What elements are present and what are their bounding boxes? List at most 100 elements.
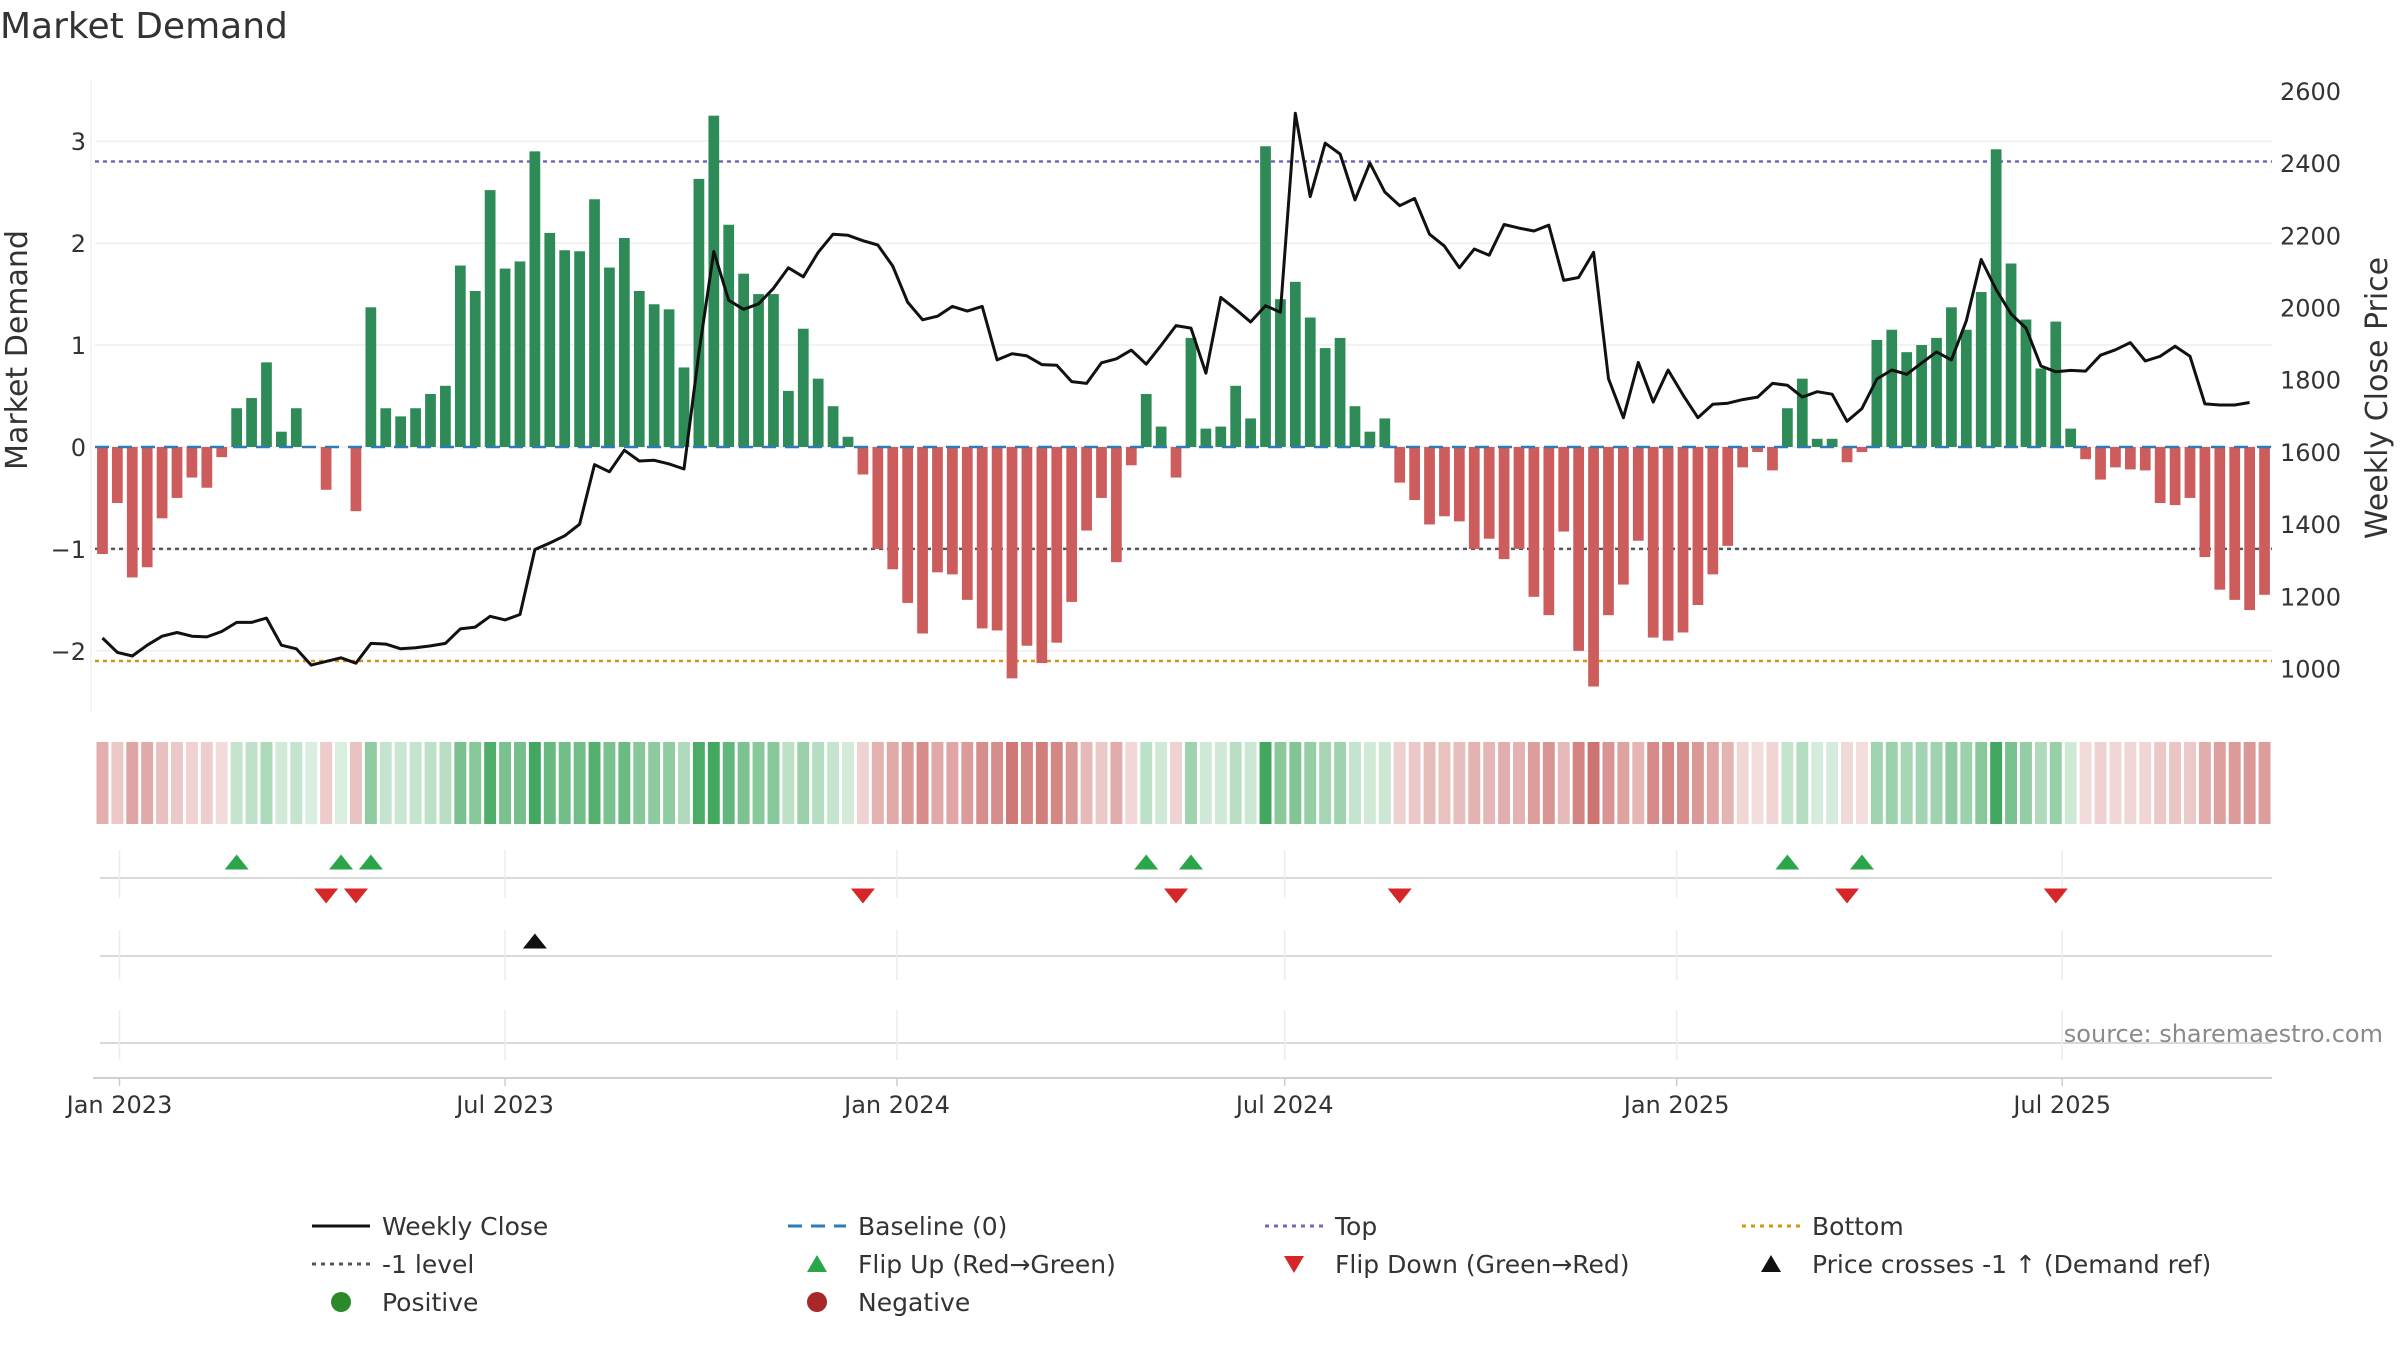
demand-bar (1722, 446, 1734, 546)
demand-bar (1424, 446, 1435, 525)
strip-cell (1199, 742, 1212, 824)
strip-cell (1453, 742, 1466, 824)
y-left-tick-label: −2 (51, 638, 86, 666)
demand-bar (2095, 446, 2106, 480)
demand-bar (290, 408, 302, 447)
demand-bar (111, 446, 123, 504)
demand-bar (1498, 446, 1510, 560)
flip-up-marker (224, 854, 249, 870)
demand-heat-strip (96, 742, 2271, 824)
strip-cell (1483, 742, 1496, 824)
demand-bar (693, 178, 705, 447)
strip-cell (1841, 742, 1854, 824)
demand-bar (425, 393, 436, 447)
strip-cell (484, 742, 497, 824)
demand-bar (1886, 329, 1898, 447)
demand-bar (633, 291, 645, 447)
demand-bar (961, 446, 973, 600)
strip-cell (1557, 742, 1570, 824)
flip-up-marker (1134, 854, 1159, 870)
strip-cell (499, 742, 512, 824)
demand-bar (529, 151, 541, 447)
demand-bar (1200, 428, 1212, 447)
strip-cell (678, 742, 690, 824)
strip-cell (2213, 742, 2226, 824)
demand-bar (1304, 317, 1316, 447)
demand-bar (1826, 438, 1838, 447)
strip-cell (126, 742, 139, 824)
demand-bar (1334, 337, 1346, 447)
demand-bar (797, 328, 809, 447)
y-left-tick-label: 2 (71, 230, 86, 258)
strip-cell (573, 742, 586, 824)
demand-bar (2065, 428, 2077, 447)
legend-item: Flip Down (Green→Red) (1284, 1250, 1630, 1279)
demand-bar (1051, 446, 1063, 643)
y-right-tick-label: 1000 (2280, 656, 2341, 684)
legend-label: Positive (382, 1288, 478, 1317)
strip-cell (2258, 742, 2271, 824)
strip-cell (752, 742, 765, 824)
legend-label: Baseline (0) (858, 1212, 1007, 1241)
price-cross-marker (522, 933, 547, 949)
y-right-tick-label: 1400 (2280, 511, 2341, 539)
legend-swatch-dot (807, 1292, 827, 1312)
demand-bar (499, 268, 511, 447)
demand-bar (1543, 446, 1555, 616)
demand-bar (991, 446, 1003, 631)
flip-up-marker (329, 854, 354, 870)
demand-bar (2005, 263, 2017, 447)
demand-bar (738, 273, 749, 447)
strip-cell (2154, 742, 2167, 824)
demand-bar (1394, 446, 1406, 483)
strip-cell (424, 742, 437, 824)
demand-bar (589, 199, 600, 447)
demand-bar (708, 115, 720, 447)
demand-bar (1096, 446, 1107, 498)
strip-cell (1826, 742, 1839, 824)
demand-bar (947, 446, 958, 575)
demand-bar (1468, 446, 1480, 549)
weekly-close-series (101, 111, 2250, 667)
demand-bar (1677, 446, 1689, 633)
demand-bar (2124, 446, 2136, 470)
strip-cell (886, 742, 899, 824)
strip-cell (1363, 742, 1376, 824)
strip-cell (2109, 742, 2122, 824)
strip-cell (663, 742, 676, 824)
strip-cell (1378, 742, 1391, 824)
strip-cell (931, 742, 944, 824)
strip-cell (1319, 742, 1332, 824)
demand-bar (216, 446, 228, 458)
strip-cell (2243, 742, 2256, 824)
demand-bar (1946, 307, 1957, 447)
y-left-tick-label: −1 (51, 536, 86, 564)
demand-bar (2139, 446, 2151, 471)
demand-bar (887, 446, 899, 570)
demand-bar (1975, 292, 1987, 447)
demand-bar (231, 408, 243, 447)
demand-bar (1901, 352, 1913, 447)
strip-cell (1930, 742, 1943, 824)
y-axis-right-label: Weekly Close Price (2360, 257, 2395, 539)
demand-bar (261, 362, 272, 447)
strip-cell (260, 742, 273, 824)
demand-bar (544, 232, 556, 447)
strip-cell (1498, 742, 1511, 824)
strip-cell (409, 742, 422, 824)
strip-cell (648, 742, 661, 824)
strip-cell (1751, 742, 1764, 824)
strip-cell (1244, 742, 1257, 824)
strip-cell (1006, 742, 1018, 824)
strip-cell (1214, 742, 1227, 824)
demand-bar (574, 251, 585, 447)
strip-cell (439, 742, 452, 824)
demand-bar (2035, 368, 2047, 447)
flip-down-marker (850, 888, 875, 904)
demand-bar (2020, 319, 2032, 447)
legend-item: -1 level (312, 1250, 474, 1279)
demand-bar (1453, 446, 1465, 522)
strip-cell (2198, 742, 2211, 824)
demand-bar (604, 267, 615, 447)
